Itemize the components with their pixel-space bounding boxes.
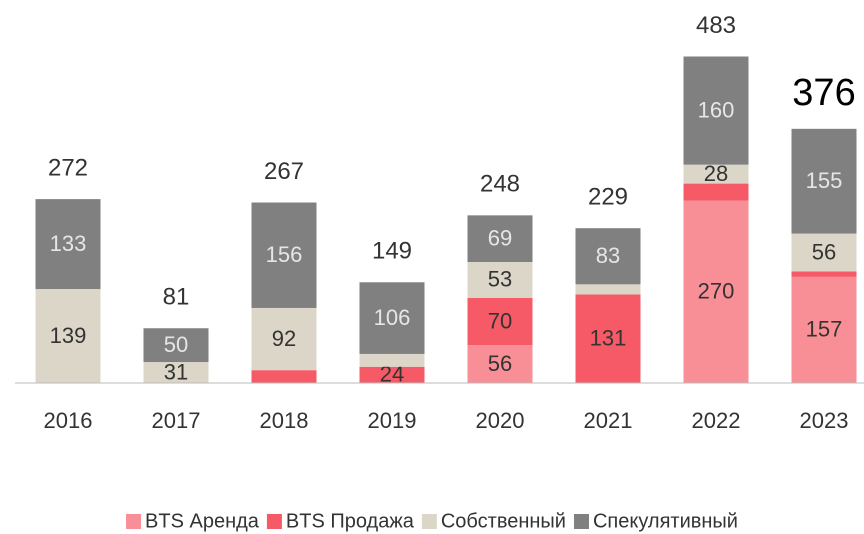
bar-segment (791, 233, 857, 272)
bar-segment (791, 276, 857, 383)
bar-segment (791, 271, 857, 277)
bar-segment (575, 294, 641, 383)
total-label: 376 (792, 72, 855, 114)
segment-label: 156 (266, 242, 303, 267)
bar-segment (143, 362, 209, 383)
segment-label: 92 (272, 326, 296, 351)
segment-label: 155 (806, 168, 843, 193)
bar-segment (791, 128, 857, 234)
x-tick-label: 2021 (584, 408, 633, 433)
segment-label: 160 (698, 97, 735, 122)
x-tick-label: 2019 (368, 408, 417, 433)
bar-segment (251, 202, 317, 308)
segment-label: 50 (164, 332, 188, 357)
total-label: 229 (588, 184, 628, 211)
segment-label: 56 (812, 239, 836, 264)
segment-label: 53 (488, 267, 512, 292)
bar-segment (683, 183, 749, 201)
bar-segment (143, 328, 209, 363)
bar-segment (359, 353, 425, 367)
bar-segment (359, 366, 425, 383)
x-tick-label: 2018 (260, 408, 309, 433)
bar-segment (683, 164, 749, 184)
segment-label: 28 (704, 161, 728, 186)
bar-segment (251, 307, 317, 371)
total-label: 483 (696, 12, 736, 39)
legend-swatch (421, 514, 437, 529)
segment-label: 106 (374, 305, 411, 330)
segment-label: 56 (488, 351, 512, 376)
bar-segment (467, 345, 533, 383)
total-label: 149 (372, 238, 412, 265)
x-tick-label: 2023 (800, 408, 849, 433)
segment-label: 133 (50, 231, 87, 256)
legend-swatch (573, 514, 589, 529)
x-tick-label: 2022 (692, 408, 741, 433)
bar-segment (359, 282, 425, 354)
legend-swatch (126, 514, 142, 529)
total-label: 272 (48, 154, 88, 181)
legend-swatch (266, 514, 282, 529)
bar-segment (35, 289, 101, 383)
legend-label: BTS Продажа (286, 510, 415, 532)
bar-segment (683, 56, 749, 165)
bar-segment (251, 370, 317, 383)
bar-segment (467, 261, 533, 298)
legend-label: Собственный (441, 510, 566, 532)
segment-label: 31 (164, 359, 188, 384)
bar-segment (35, 199, 101, 290)
total-label: 81 (163, 284, 190, 311)
bar-segment (467, 215, 533, 262)
bar-segment (575, 228, 641, 285)
total-label: 267 (264, 158, 304, 185)
total-label: 248 (480, 171, 520, 198)
x-tick-label: 2017 (152, 408, 201, 433)
segment-label: 157 (806, 317, 843, 342)
legend-label: BTS Аренда (145, 510, 260, 532)
x-tick-label: 2016 (44, 408, 93, 433)
bar-segment (467, 297, 533, 346)
segment-label: 131 (590, 326, 627, 351)
legend-label: Спекулятивный (593, 510, 738, 532)
bar-segment (575, 284, 641, 295)
segment-label: 69 (488, 225, 512, 250)
segment-label: 270 (698, 279, 735, 304)
segment-label: 83 (596, 243, 620, 268)
bar-segment (683, 200, 749, 383)
segment-label: 70 (488, 308, 512, 333)
segment-label: 139 (50, 323, 87, 348)
x-tick-label: 2020 (476, 408, 525, 433)
